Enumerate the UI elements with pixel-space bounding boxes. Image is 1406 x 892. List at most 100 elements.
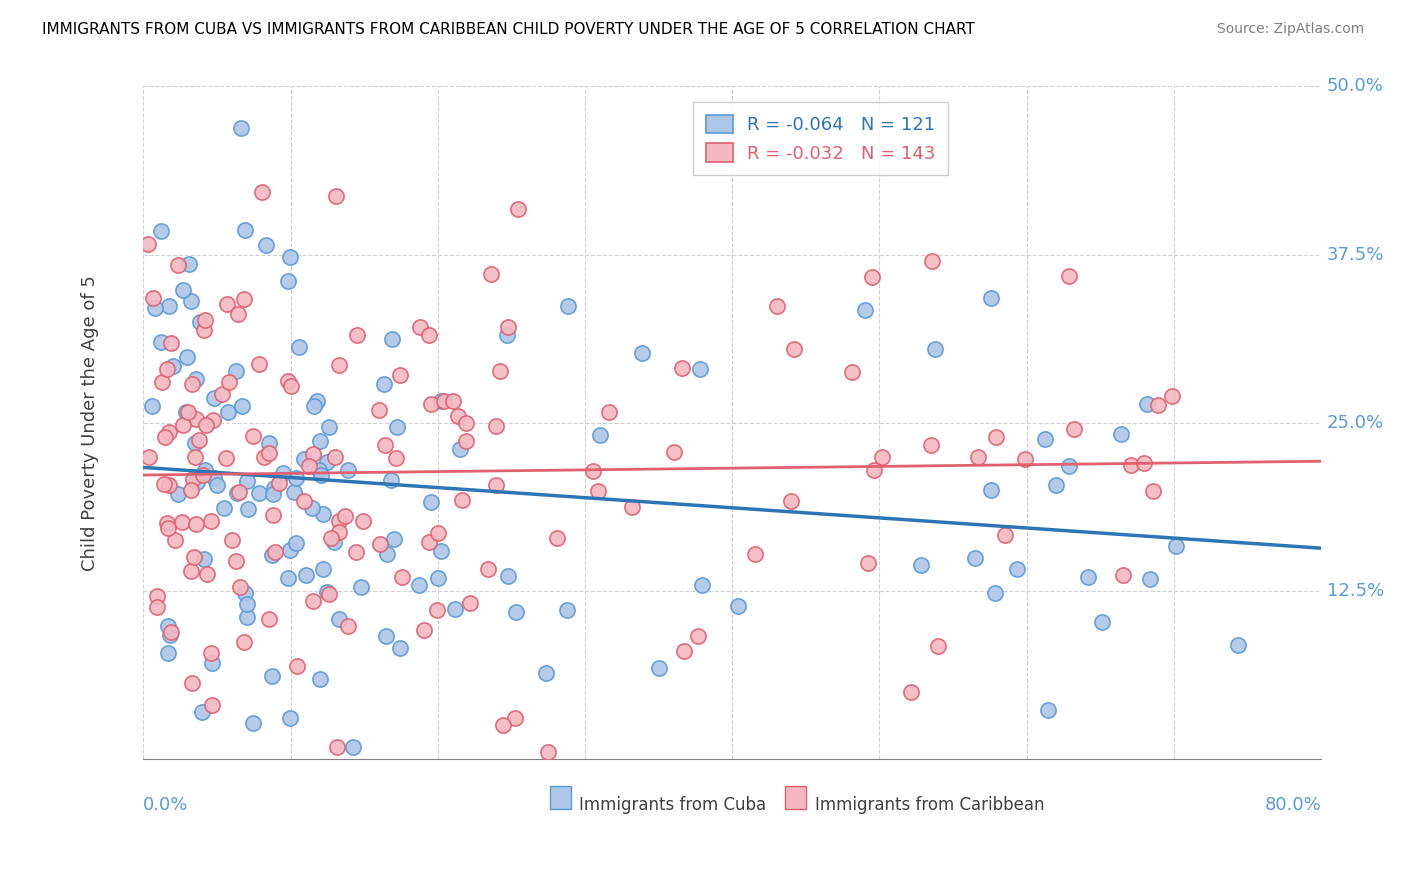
Point xyxy=(215,450,238,465)
Point xyxy=(183,435,205,450)
Point xyxy=(496,569,519,583)
Point xyxy=(318,586,340,600)
Point xyxy=(278,250,301,264)
Point xyxy=(186,475,208,489)
Point xyxy=(506,202,529,217)
Legend: R = -0.064   N = 121, R = -0.032   N = 143: R = -0.064 N = 121, R = -0.032 N = 143 xyxy=(693,103,948,175)
Point xyxy=(388,641,411,656)
Point xyxy=(183,549,205,564)
Text: 80.0%: 80.0% xyxy=(1264,796,1322,814)
Point xyxy=(1057,459,1080,474)
Point xyxy=(232,634,254,648)
Point xyxy=(489,364,512,378)
Point xyxy=(673,643,696,657)
Point xyxy=(194,463,217,477)
Text: IMMIGRANTS FROM CUBA VS IMMIGRANTS FROM CARIBBEAN CHILD POVERTY UNDER THE AGE OF: IMMIGRANTS FROM CUBA VS IMMIGRANTS FROM … xyxy=(42,22,974,37)
Point xyxy=(193,551,215,566)
Point xyxy=(589,428,612,442)
Point xyxy=(346,328,368,343)
Point xyxy=(156,516,179,531)
Point xyxy=(201,413,224,427)
Point xyxy=(496,328,519,343)
Point xyxy=(285,659,308,673)
Point xyxy=(963,551,986,566)
Point xyxy=(1161,389,1184,403)
Point xyxy=(136,237,159,252)
Point xyxy=(1109,426,1132,441)
Point xyxy=(187,433,209,447)
Point xyxy=(382,532,405,546)
Point xyxy=(250,186,273,200)
Point xyxy=(277,374,299,388)
Point xyxy=(277,274,299,288)
Point xyxy=(328,359,350,373)
Point xyxy=(450,493,472,508)
Point xyxy=(388,368,411,383)
Point xyxy=(555,603,578,617)
Point xyxy=(534,666,557,681)
Point xyxy=(337,463,360,477)
Point xyxy=(242,429,264,443)
Point xyxy=(183,450,205,464)
Point xyxy=(983,586,1005,600)
Point xyxy=(254,238,277,252)
Point xyxy=(263,481,285,495)
Point xyxy=(236,610,259,624)
Point xyxy=(316,585,339,599)
Point xyxy=(180,293,202,308)
Point xyxy=(201,656,224,670)
Text: Child Poverty Under the Age of 5: Child Poverty Under the Age of 5 xyxy=(82,275,100,571)
Point xyxy=(184,371,207,385)
Point xyxy=(485,477,508,491)
Point xyxy=(418,327,440,342)
Point xyxy=(352,514,374,528)
Text: Immigrants from Cuba: Immigrants from Cuba xyxy=(579,796,766,814)
Point xyxy=(184,411,207,425)
Point xyxy=(853,302,876,317)
Point xyxy=(257,612,280,626)
Point xyxy=(325,189,347,203)
Point xyxy=(1045,478,1067,492)
Point xyxy=(374,438,396,452)
Point xyxy=(994,527,1017,541)
Point xyxy=(1077,570,1099,584)
Point xyxy=(924,342,946,356)
Point xyxy=(426,603,449,617)
Point xyxy=(427,571,450,585)
Point xyxy=(373,377,395,392)
Point xyxy=(191,468,214,483)
Point xyxy=(449,442,471,456)
Point xyxy=(1005,562,1028,576)
Point xyxy=(503,711,526,725)
Point xyxy=(441,394,464,409)
Point xyxy=(162,359,184,374)
Point xyxy=(166,258,188,272)
Point xyxy=(236,501,259,516)
Point xyxy=(375,547,398,561)
Point xyxy=(557,299,579,313)
Point xyxy=(368,537,391,551)
Point xyxy=(180,377,202,392)
Point xyxy=(233,223,256,237)
Point xyxy=(430,543,453,558)
Point xyxy=(292,452,315,467)
Text: Immigrants from Caribbean: Immigrants from Caribbean xyxy=(814,796,1045,814)
Point xyxy=(429,393,451,408)
Point xyxy=(201,698,224,712)
Point xyxy=(257,445,280,459)
Point xyxy=(141,399,163,413)
Point xyxy=(870,450,893,465)
Point xyxy=(333,509,356,524)
Point xyxy=(419,397,441,411)
Point xyxy=(152,477,174,491)
Point xyxy=(309,468,332,483)
Point xyxy=(1057,268,1080,283)
Point xyxy=(160,625,183,640)
Point xyxy=(979,483,1001,498)
Point xyxy=(783,342,806,356)
Point xyxy=(458,596,481,610)
Point xyxy=(454,416,477,430)
Point xyxy=(190,705,212,719)
Point xyxy=(856,556,879,570)
Point xyxy=(228,484,250,499)
